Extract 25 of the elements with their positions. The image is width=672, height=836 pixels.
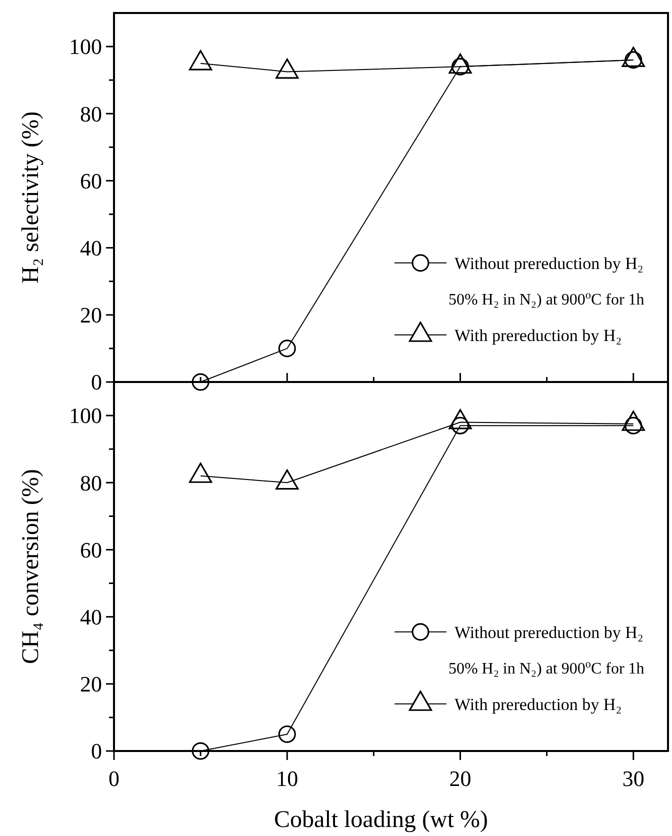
y-tick-label: 100	[69, 34, 102, 60]
x-tick-label: 20	[449, 766, 472, 791]
legend-label: With prereduction by H₂	[454, 326, 622, 345]
legend-label: Without prereduction by H₂	[454, 254, 644, 273]
y-tick-label: 0	[91, 370, 102, 395]
y-tick-label: 40	[80, 236, 102, 261]
annotation: 50% H₂ in N₂) at 900$^{o}$C for 1h	[448, 290, 644, 309]
x-axis-title: Cobalt loading (wt %)	[274, 807, 488, 833]
legend-label: Without prereduction by H₂	[454, 622, 644, 642]
x-tick-label: 0	[108, 766, 120, 791]
y-axis-title: H₂ selectivity (%)	[18, 111, 44, 284]
y-tick-label: 40	[80, 604, 102, 630]
x-tick-label: 30	[622, 766, 644, 791]
y-tick-label: 80	[80, 470, 102, 496]
annotation: 50% H₂ in N₂) at 900$^{o}$C for 1h	[448, 658, 644, 678]
y-tick-label: 80	[80, 101, 102, 126]
legend-label: With prereduction by H₂	[454, 694, 622, 714]
y-tick-label: 60	[80, 537, 102, 562]
x-tick-label: 10	[276, 766, 298, 791]
y-tick-label: 60	[80, 168, 102, 194]
y-tick-label: 0	[91, 738, 102, 764]
y-axis-title: CH₄ conversion (%)	[18, 469, 44, 664]
y-tick-label: 20	[80, 302, 102, 328]
y-tick-label: 100	[69, 403, 102, 428]
y-tick-label: 20	[80, 672, 102, 697]
